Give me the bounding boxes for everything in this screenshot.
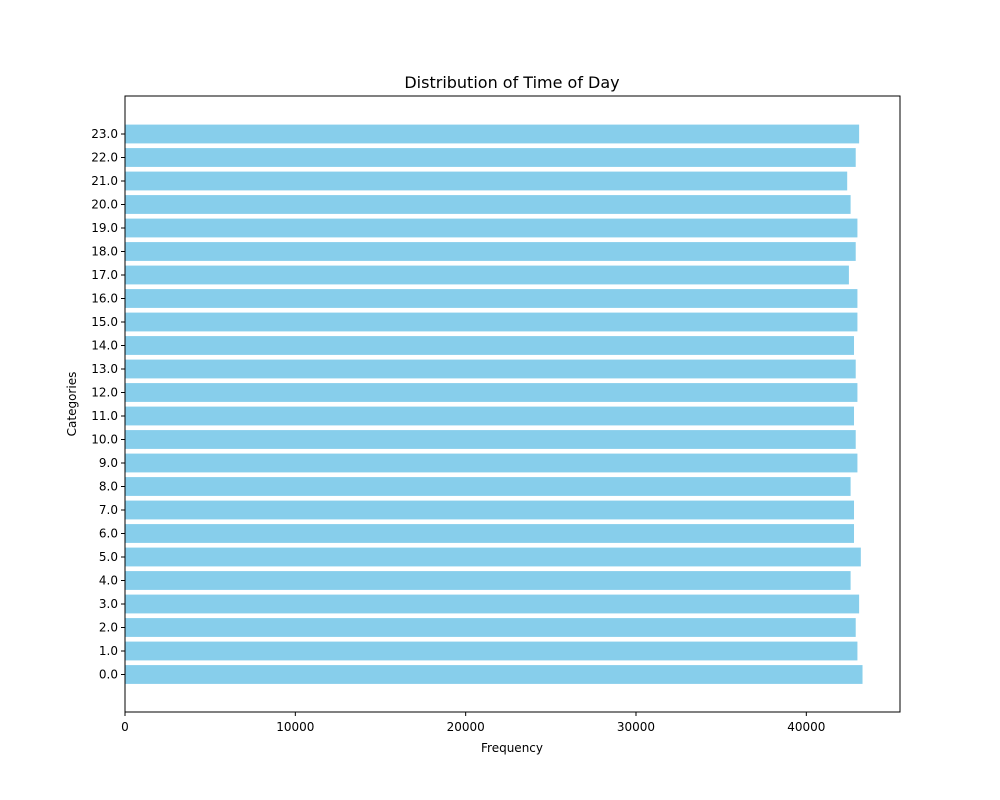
y-tick-label: 1.0 [99, 644, 118, 658]
x-tick-label: 20000 [447, 720, 485, 734]
bar-3.0 [125, 594, 860, 614]
y-tick-label: 22.0 [91, 151, 118, 165]
y-tick-label: 11.0 [91, 409, 118, 423]
y-tick-label: 7.0 [99, 503, 118, 517]
bar-6.0 [125, 524, 855, 543]
y-axis-ticks: 0.0 1.0 2.0 3.0 4.0 5.0 6.0 7.0 8.0 9.0 10.0 11.0 12… [91, 127, 125, 682]
bar-18.0 [125, 242, 856, 261]
bar-8.0 [125, 477, 851, 496]
x-axis-ticks: 0 10000 20000 30000 40000 [121, 712, 825, 734]
y-tick-label: 19.0 [91, 221, 118, 235]
bar-12.0 [125, 383, 858, 402]
bar-13.0 [125, 359, 856, 379]
chart-title: Distribution of Time of Day [404, 73, 619, 92]
y-tick-label: 5.0 [99, 550, 118, 564]
bar-14.0 [125, 336, 855, 355]
y-tick-label: 2.0 [99, 621, 118, 635]
bar-15.0 [125, 312, 858, 332]
y-tick-label: 6.0 [99, 527, 118, 541]
bar-17.0 [125, 265, 849, 285]
x-tick-label: 30000 [617, 720, 655, 734]
y-tick-label: 10.0 [91, 433, 118, 447]
y-tick-label: 21.0 [91, 174, 118, 188]
y-tick-label: 16.0 [91, 292, 118, 306]
y-tick-label: 15.0 [91, 315, 118, 329]
y-tick-label: 9.0 [99, 456, 118, 470]
bar-5.0 [125, 547, 861, 567]
x-tick-label: 10000 [276, 720, 314, 734]
bar-7.0 [125, 500, 855, 520]
y-tick-label: 12.0 [91, 386, 118, 400]
bar-4.0 [125, 571, 851, 590]
bar-20.0 [125, 195, 851, 214]
y-tick-label: 18.0 [91, 245, 118, 259]
x-axis-title: Frequency [481, 741, 543, 755]
bar-22.0 [125, 148, 856, 167]
bar-10.0 [125, 430, 856, 449]
bar-9.0 [125, 453, 858, 473]
y-tick-label: 4.0 [99, 574, 118, 588]
y-tick-label: 0.0 [99, 668, 118, 682]
bar-11.0 [125, 406, 855, 426]
y-tick-label: 23.0 [91, 127, 118, 141]
y-axis-title: Categories [65, 372, 79, 437]
y-tick-label: 17.0 [91, 268, 118, 282]
y-tick-label: 3.0 [99, 597, 118, 611]
x-tick-label: 0 [121, 720, 129, 734]
y-tick-label: 8.0 [99, 480, 118, 494]
y-tick-label: 13.0 [91, 362, 118, 376]
bar-1.0 [125, 641, 858, 661]
x-tick-label: 40000 [787, 720, 825, 734]
bar-0.0 [125, 665, 863, 684]
bar-19.0 [125, 218, 858, 238]
y-tick-label: 14.0 [91, 339, 118, 353]
bars-layer [125, 124, 863, 684]
bar-16.0 [125, 289, 858, 308]
plot-frame [124, 95, 901, 713]
bar-2.0 [125, 618, 856, 637]
y-tick-label: 20.0 [91, 198, 118, 212]
bar-23.0 [125, 124, 860, 144]
bar-21.0 [125, 171, 848, 191]
